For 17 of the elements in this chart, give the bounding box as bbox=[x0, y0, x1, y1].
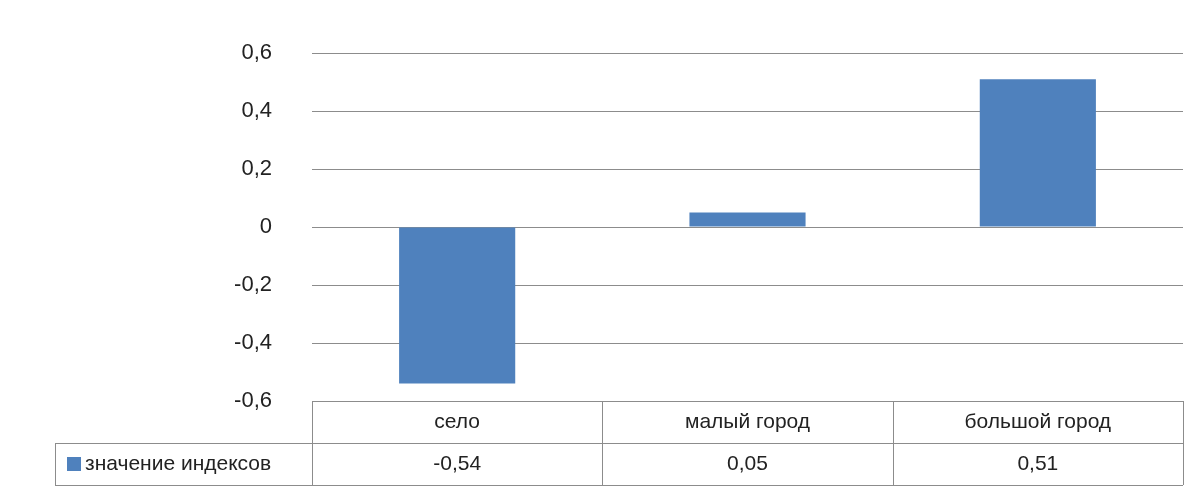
y-tick-label: 0 bbox=[259, 213, 272, 239]
y-tick-label: -0,4 bbox=[234, 329, 272, 355]
bar bbox=[399, 227, 516, 384]
bar bbox=[689, 212, 806, 227]
y-tick-label: -0,6 bbox=[234, 387, 272, 413]
legend-label: значение индексов bbox=[85, 450, 272, 474]
y-tick-label: 0,4 bbox=[241, 97, 272, 123]
y-tick-label: 0,6 bbox=[241, 39, 272, 65]
y-tick-label: 0,2 bbox=[241, 155, 272, 181]
x-tick-label: село bbox=[434, 408, 480, 432]
x-tick-label: большой город bbox=[964, 408, 1112, 432]
data-label: 0,51 bbox=[1017, 450, 1059, 474]
data-label: 0,05 bbox=[727, 450, 768, 474]
data-label: -0,54 bbox=[433, 450, 482, 474]
bar bbox=[979, 79, 1096, 227]
y-tick-label: -0,2 bbox=[234, 271, 272, 297]
x-tick-label: малый город bbox=[684, 408, 811, 432]
